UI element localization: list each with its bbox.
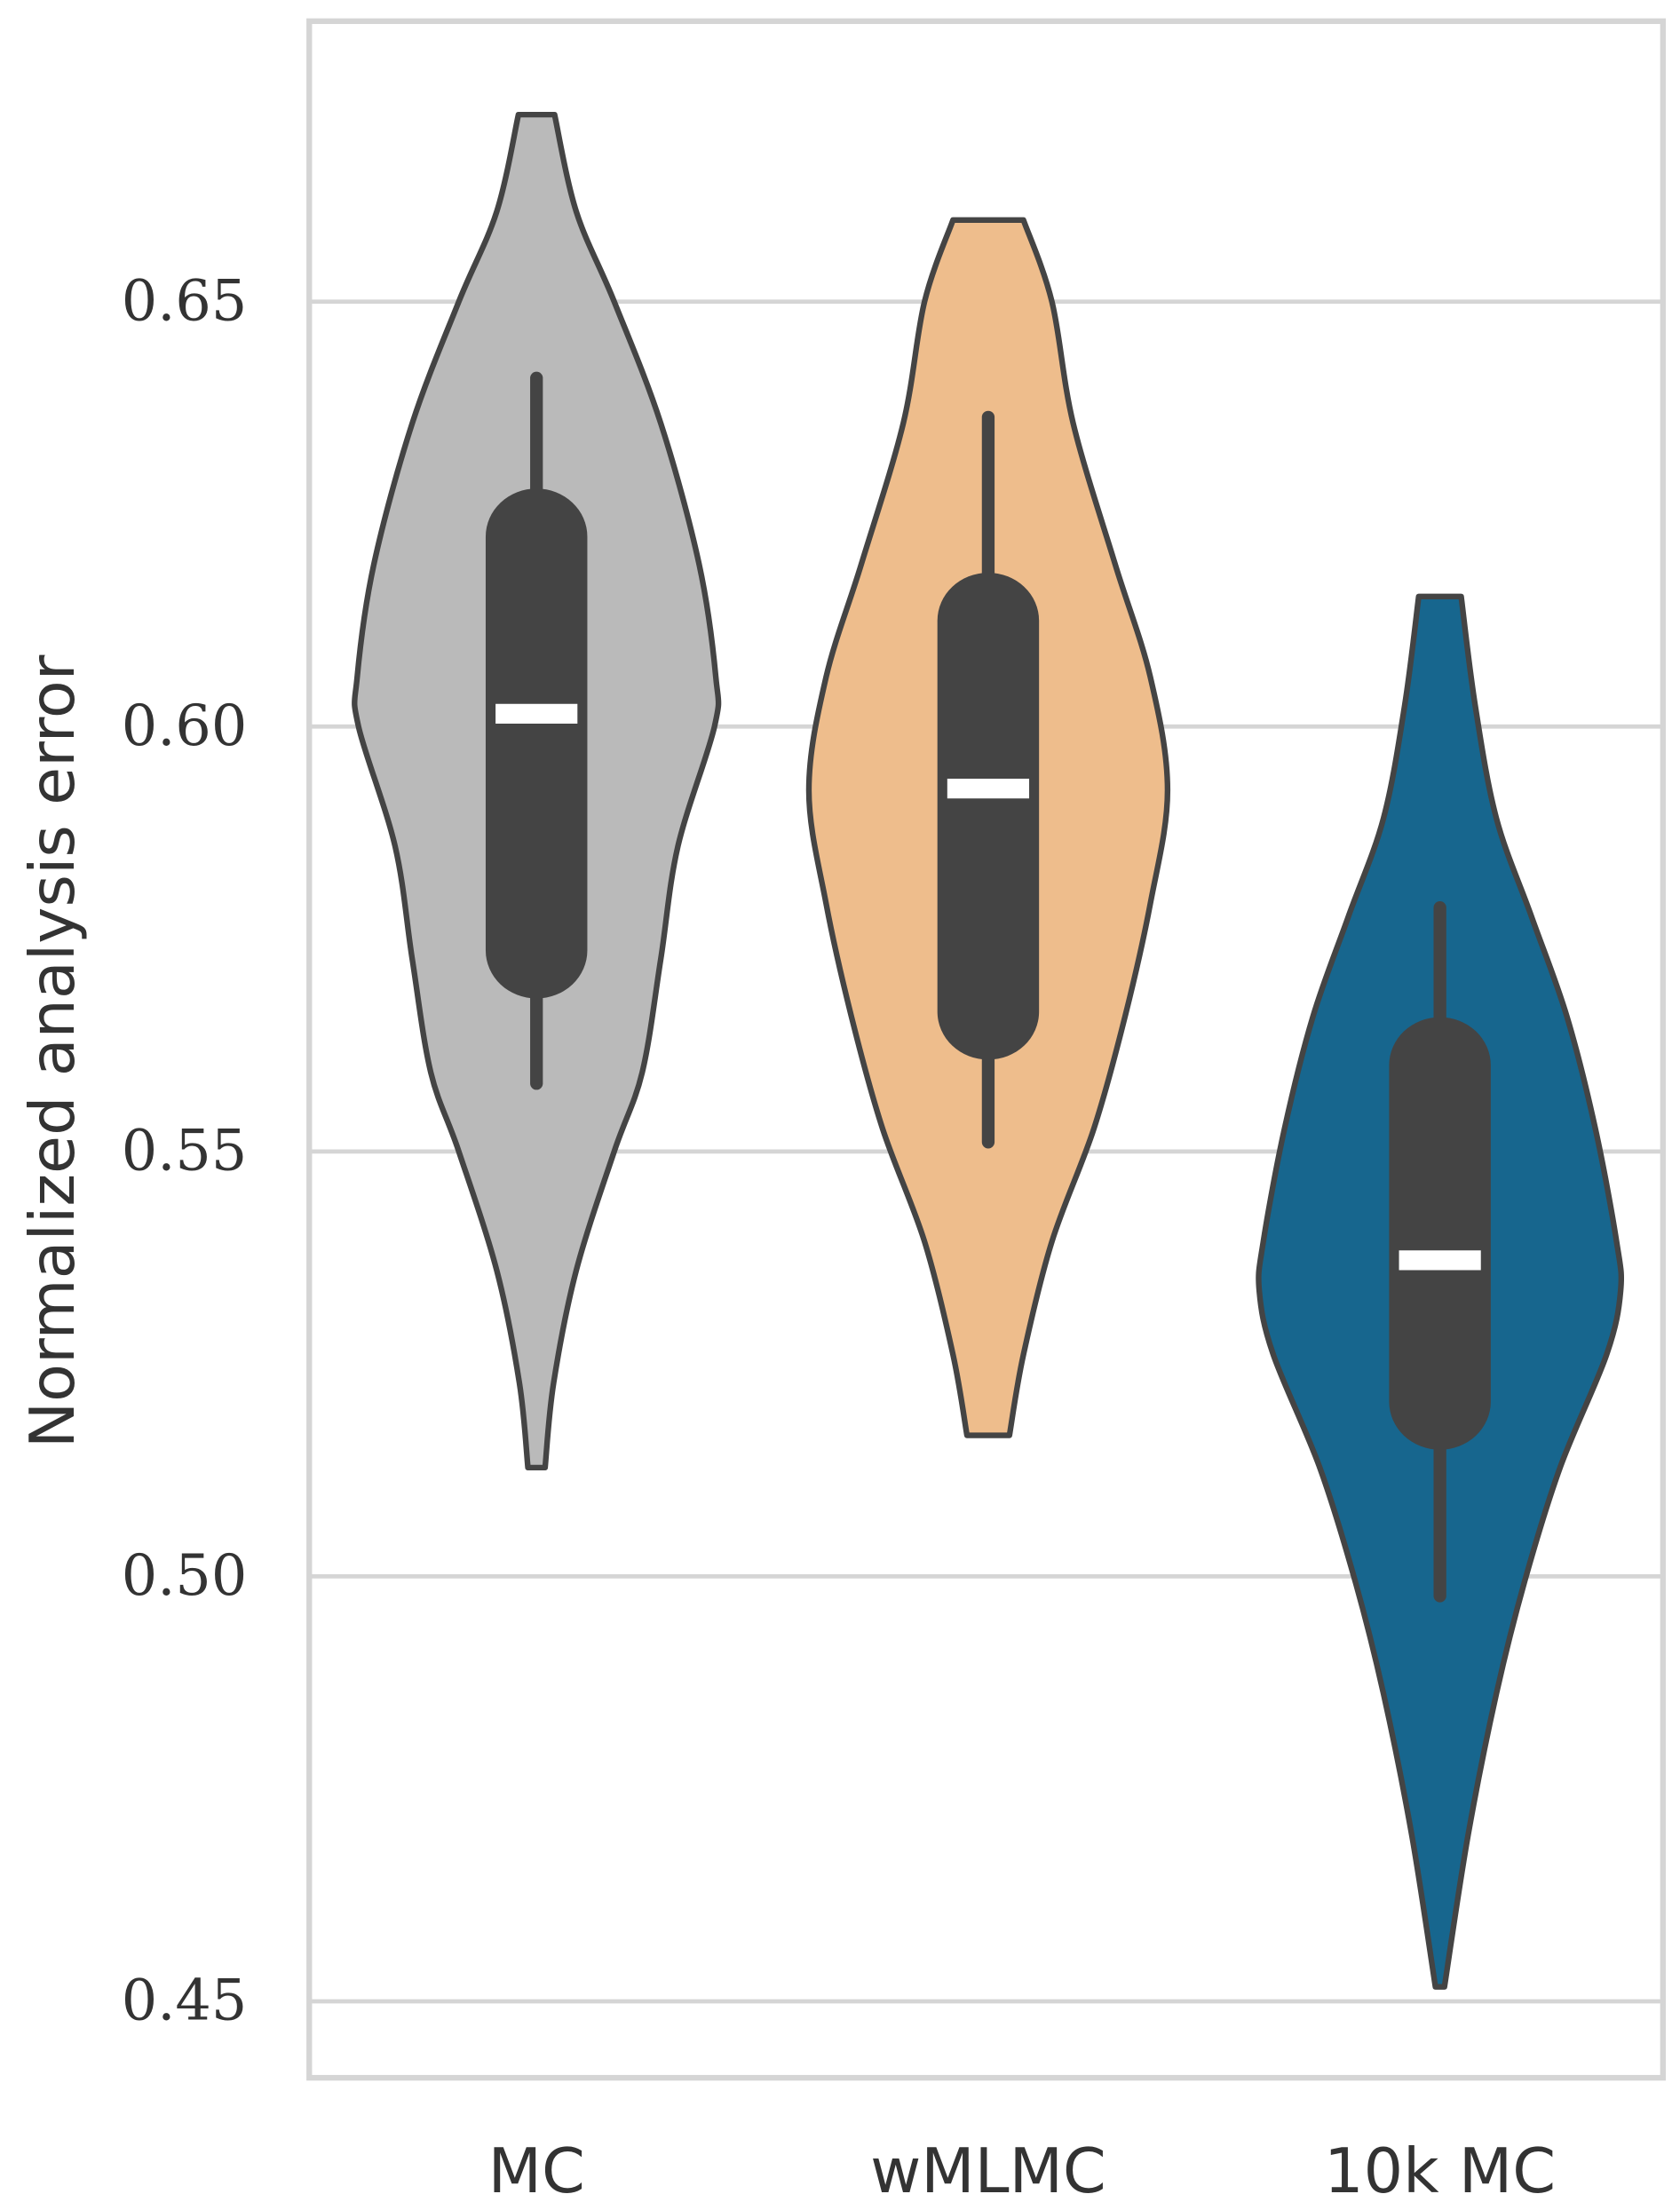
violins [352,111,1625,1990]
iqr-box [1389,1017,1491,1450]
violin-wmlmc [805,217,1171,1438]
x-tick-label: 10k MC [1324,2135,1556,2202]
x-tick-labels: MC wMLMC 10k MC [488,2135,1556,2202]
y-axis-label: Normalized analysis error [17,654,89,1448]
y-tick-label: 0.60 [122,693,248,758]
x-tick-label: MC [488,2135,585,2202]
plot-frame [306,18,1666,2081]
y-tick-label: 0.65 [122,267,248,333]
y-tick-label: 0.50 [122,1542,248,1608]
y-tick-label: 0.45 [122,1968,248,2033]
y-tick-labels: 0.45 0.50 0.55 0.60 0.65 [122,267,248,2032]
violin-mc [352,111,722,1471]
violin-10k-mc [1256,593,1625,1990]
iqr-box [937,573,1040,1060]
iqr-box [485,488,588,999]
y-tick-label: 0.55 [122,1117,248,1183]
x-tick-label: wMLMC [870,2135,1106,2202]
